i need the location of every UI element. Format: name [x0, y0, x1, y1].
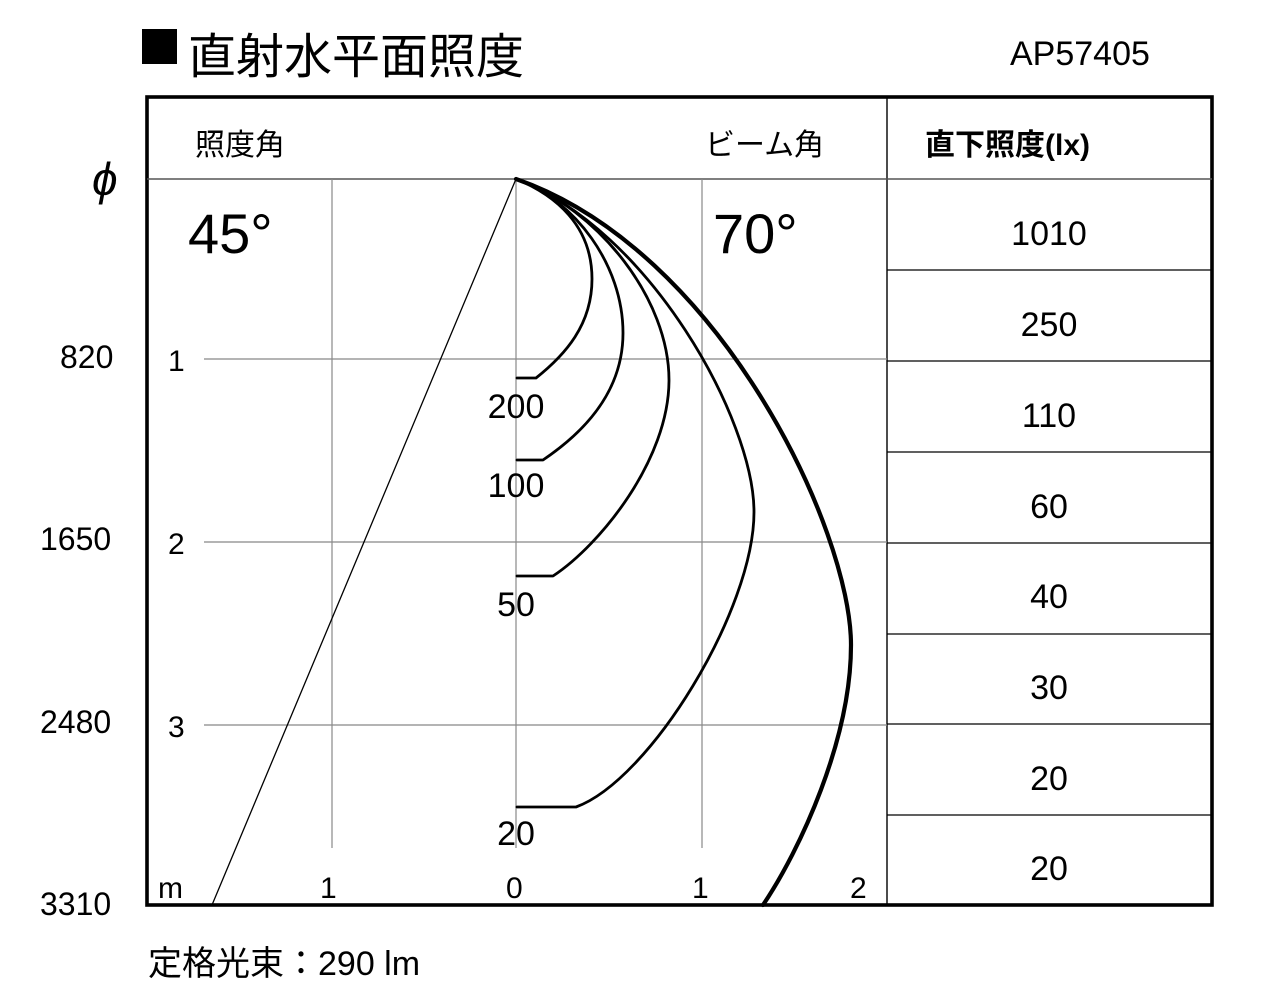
svg-text:200: 200: [488, 388, 545, 426]
svg-text:ϕ: ϕ: [92, 153, 118, 205]
svg-text:照度角: 照度角: [195, 129, 285, 162]
svg-text:ビーム角: ビーム角: [705, 129, 824, 162]
svg-text:2480: 2480: [40, 704, 111, 740]
svg-text:45°: 45°: [188, 202, 273, 265]
svg-text:直下照度(lx): 直下照度(lx): [925, 129, 1090, 162]
svg-text:AP57405: AP57405: [1010, 35, 1150, 73]
svg-text:70°: 70°: [713, 202, 798, 265]
svg-text:1: 1: [320, 872, 337, 905]
svg-text:1: 1: [168, 345, 185, 378]
svg-text:1650: 1650: [40, 521, 111, 557]
svg-text:2: 2: [850, 872, 867, 905]
svg-text:20: 20: [497, 815, 535, 853]
svg-text:定格光束：290 lm: 定格光束：290 lm: [148, 945, 420, 983]
svg-text:100: 100: [488, 467, 545, 505]
svg-text:40: 40: [1030, 578, 1068, 616]
svg-text:3310: 3310: [40, 886, 111, 922]
svg-text:110: 110: [1022, 397, 1076, 435]
svg-text:0: 0: [506, 872, 523, 905]
svg-text:820: 820: [60, 339, 113, 375]
svg-text:1: 1: [692, 872, 709, 905]
svg-text:20: 20: [1030, 760, 1068, 798]
svg-text:m: m: [158, 872, 183, 905]
svg-text:1010: 1010: [1011, 215, 1087, 253]
svg-text:20: 20: [1030, 850, 1068, 888]
svg-text:250: 250: [1021, 306, 1078, 344]
svg-text:50: 50: [497, 586, 535, 624]
svg-text:2: 2: [168, 528, 185, 561]
svg-text:60: 60: [1030, 488, 1068, 526]
svg-text:3: 3: [168, 711, 185, 744]
svg-text:30: 30: [1030, 669, 1068, 707]
svg-text:直射水平面照度: 直射水平面照度: [188, 31, 524, 84]
